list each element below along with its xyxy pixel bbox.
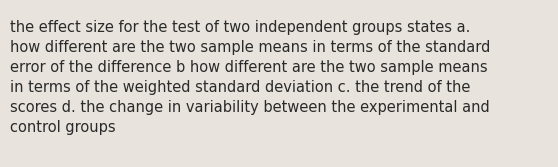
Text: the effect size for the test of two independent groups states a.
how different a: the effect size for the test of two inde… — [10, 20, 490, 135]
